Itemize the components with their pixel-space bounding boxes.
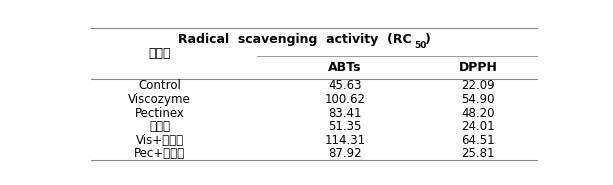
- Text: DPPH: DPPH: [459, 61, 498, 74]
- Text: Vis+초고압: Vis+초고압: [135, 134, 184, 147]
- Text: Pectinex: Pectinex: [135, 107, 185, 120]
- Text: ABTs: ABTs: [329, 61, 362, 74]
- Text: Pec+초고압: Pec+초고압: [134, 147, 185, 160]
- Text: Control: Control: [139, 79, 181, 92]
- Text: Radical  scavenging  activity  (RC: Radical scavenging activity (RC: [178, 33, 411, 46]
- Text: 51.35: 51.35: [329, 120, 362, 133]
- Text: ): ): [425, 33, 431, 46]
- Text: 114.31: 114.31: [324, 134, 365, 147]
- Text: 50: 50: [414, 41, 426, 50]
- Text: 83.41: 83.41: [329, 107, 362, 120]
- Text: 48.20: 48.20: [462, 107, 495, 120]
- Text: Viscozyme: Viscozyme: [128, 93, 191, 106]
- Text: 22.09: 22.09: [461, 79, 495, 92]
- Text: 25.81: 25.81: [462, 147, 495, 160]
- Text: 24.01: 24.01: [461, 120, 495, 133]
- Text: 87.92: 87.92: [328, 147, 362, 160]
- Text: 초고압: 초고압: [149, 120, 170, 133]
- Text: 54.90: 54.90: [462, 93, 495, 106]
- Text: 옥나무: 옥나무: [148, 47, 171, 60]
- Text: 45.63: 45.63: [329, 79, 362, 92]
- Text: 64.51: 64.51: [461, 134, 495, 147]
- Text: 100.62: 100.62: [324, 93, 365, 106]
